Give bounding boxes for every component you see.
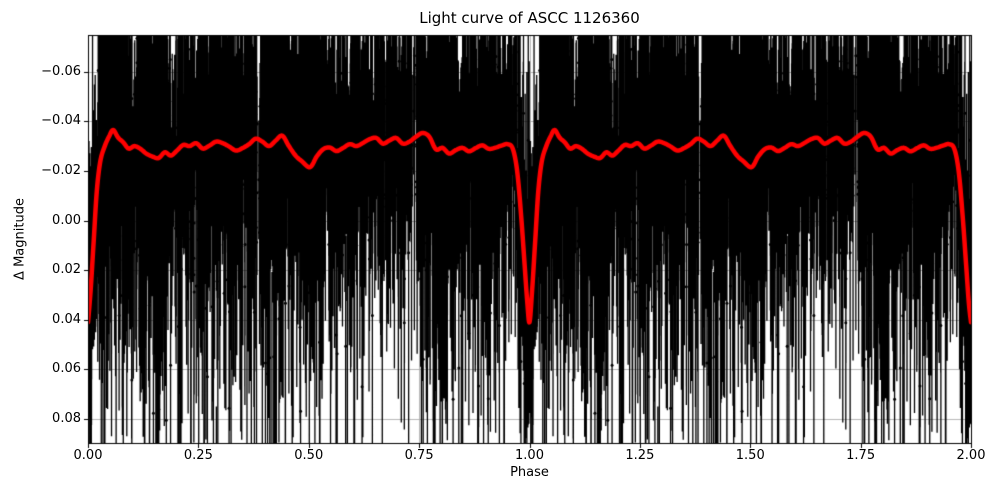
y-tick-label: 0.00 [52, 212, 81, 228]
x-tick-label: 1.75 [846, 448, 876, 463]
x-tick-label: 2.00 [956, 448, 986, 463]
x-tick-label: 1.25 [625, 448, 655, 463]
y-tick-label: −0.02 [41, 162, 81, 178]
x-tick-label: 0.25 [183, 448, 213, 463]
y-tick-label: 0.04 [52, 311, 81, 327]
x-tick-label: 0.50 [294, 448, 324, 463]
chart-title: Light curve of ASCC 1126360 [419, 9, 640, 27]
x-tick-label: 0.00 [73, 448, 103, 463]
y-tick-label: −0.04 [41, 113, 81, 129]
y-tick-label: 0.06 [52, 361, 81, 377]
y-tick-label: −0.06 [41, 63, 81, 79]
x-tick-label: 1.00 [515, 448, 544, 463]
x-tick-label: 0.75 [404, 448, 434, 463]
y-tick-label: 0.08 [52, 410, 81, 426]
x-axis-label: Phase [510, 465, 549, 480]
y-tick-label: 0.02 [52, 262, 81, 278]
x-tick-label: 1.50 [735, 448, 765, 463]
